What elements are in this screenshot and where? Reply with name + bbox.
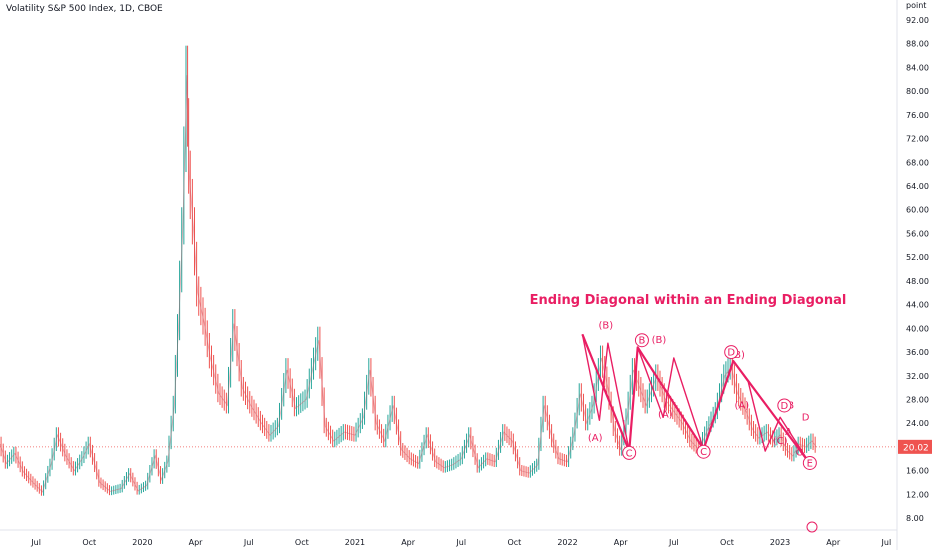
candles-group: [0, 45, 816, 496]
y-tick-label: 36.00: [906, 348, 929, 357]
x-tick-label: Jul: [668, 538, 679, 547]
x-tick-label: Oct: [82, 538, 96, 547]
y-tick-label: 56.00: [906, 229, 929, 238]
wave-circled-label: E: [807, 458, 813, 469]
chart-annotation: Ending Diagonal within an Ending Diagona…: [530, 293, 847, 308]
wave-label: C: [796, 447, 803, 458]
x-tick-label: Apr: [826, 538, 841, 547]
lightning-icon: [806, 521, 818, 533]
wave-label: (B): [730, 350, 745, 361]
y-tick-label: 80.00: [906, 87, 929, 96]
y-tick-label: 60.00: [906, 206, 929, 215]
current-price-badge: [898, 439, 932, 454]
x-tick-label: Jul: [881, 538, 892, 547]
x-tick-label: Jul: [455, 538, 466, 547]
wave-circle-marker: [696, 444, 711, 459]
x-tick-label: Oct: [507, 538, 521, 547]
wave-label: D: [802, 412, 810, 423]
wave-circle-marker: [802, 455, 817, 470]
wave-line: [732, 360, 811, 464]
wave-line: [581, 334, 630, 452]
wave-circled-label: C: [700, 447, 707, 458]
y-tick-label: 16.00: [906, 467, 929, 476]
wave-label: (B): [652, 335, 667, 346]
wave-circle-marker: [724, 345, 739, 360]
wave-circle-marker: [622, 445, 637, 460]
y-tick-label: 52.00: [906, 253, 929, 262]
y-tick-label: 92.00: [906, 16, 929, 25]
wave-label: (A): [658, 409, 673, 420]
y-tick-label: 88.00: [906, 40, 929, 49]
wave-label: A: [785, 427, 792, 438]
y-tick-label: 40.00: [906, 324, 929, 333]
wave-label: (A): [588, 433, 603, 444]
x-tick-label: 2023: [770, 538, 790, 547]
wave-label: (A): [735, 400, 750, 411]
y-tick-label: 24.00: [906, 419, 929, 428]
wave-circle-marker: [777, 398, 792, 413]
price-series-line: [0, 75, 817, 493]
y-tick-label: 76.00: [906, 111, 929, 120]
x-tick-label: Jul: [30, 538, 41, 547]
current-price-label: 20.02: [903, 443, 929, 453]
y-tick-label: 68.00: [906, 158, 929, 167]
y-tick-label: 64.00: [906, 182, 929, 191]
x-tick-label: Apr: [401, 538, 416, 547]
x-tick-label: 2021: [345, 538, 365, 547]
y-tick-label: 32.00: [906, 372, 929, 381]
y-tick-label: 8.00: [906, 514, 924, 523]
wave-circled-label: D: [780, 401, 788, 412]
x-tick-label: Apr: [189, 538, 204, 547]
wave-line: [637, 347, 705, 450]
wave-circled-label: B: [638, 336, 645, 347]
y-tick-label: 72.00: [906, 135, 929, 144]
x-tick-label: Apr: [614, 538, 629, 547]
y-tick-label: 44.00: [906, 301, 929, 310]
y-tick-label: 12.00: [906, 490, 929, 499]
x-tick-label: Oct: [720, 538, 734, 547]
wave-label: (B): [598, 320, 613, 331]
y-unit-label: point: [906, 1, 926, 10]
x-tick-label: Jul: [243, 538, 254, 547]
x-tick-label: Oct: [295, 538, 309, 547]
wave-label: (C): [773, 436, 788, 447]
y-tick-label: 28.00: [906, 396, 929, 405]
wave-circle-marker: [634, 333, 649, 348]
x-tick-label: 2020: [132, 538, 152, 547]
x-tick-label: 2022: [557, 538, 577, 547]
y-tick-label: 48.00: [906, 277, 929, 286]
wave-circled-label: D: [727, 348, 735, 359]
wave-circled-label: C: [626, 448, 633, 459]
chart-title: Volatility S&P 500 Index, 1D, CBOE: [6, 4, 163, 14]
y-tick-label: 84.00: [906, 63, 929, 72]
